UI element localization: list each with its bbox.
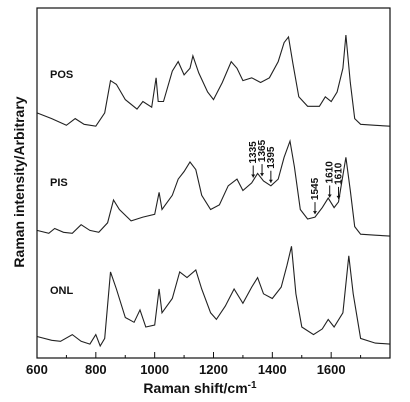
- annotation-arrowhead: [251, 174, 256, 178]
- spectra-traces: [36, 34, 391, 348]
- axes: 600 800 1000 1200 1400 1600: [26, 7, 391, 377]
- annotation-label: 1610: [334, 162, 345, 185]
- x-tick-label: 800: [85, 362, 107, 377]
- series-label-pos: POS: [50, 69, 73, 81]
- series-label-pis: PIS: [50, 177, 68, 189]
- spectrum-pos: [36, 34, 391, 127]
- annotation-label: 1610: [325, 161, 336, 184]
- x-tick-label: 1600: [317, 362, 346, 377]
- x-tick-label: 600: [26, 362, 48, 377]
- x-axis-label: Raman shift/cm-1: [143, 380, 257, 396]
- annotation-arrowhead: [336, 195, 341, 199]
- series-labels: POS PIS ONL: [50, 69, 74, 297]
- annotation-arrowhead: [260, 173, 265, 177]
- annotation-arrowhead: [268, 179, 273, 183]
- spectrum-onl: [36, 246, 391, 348]
- y-axis-label: Raman intensity/Arbitrary: [11, 96, 27, 267]
- annotation-label: 1545: [310, 177, 321, 200]
- x-tick-label: 1400: [258, 362, 287, 377]
- annotation-label: 1365: [257, 139, 268, 162]
- x-tick-label: 1200: [199, 362, 228, 377]
- series-label-onl: ONL: [50, 285, 74, 297]
- spectrum-pis: [36, 138, 391, 237]
- annotation-arrowhead: [327, 194, 332, 198]
- annotation-label: 1395: [266, 146, 277, 169]
- annotation-arrowhead: [312, 211, 317, 215]
- annotation-label: 1335: [248, 141, 259, 164]
- x-axis-label-superscript: -1: [248, 380, 257, 391]
- x-tick-label: 1000: [140, 362, 169, 377]
